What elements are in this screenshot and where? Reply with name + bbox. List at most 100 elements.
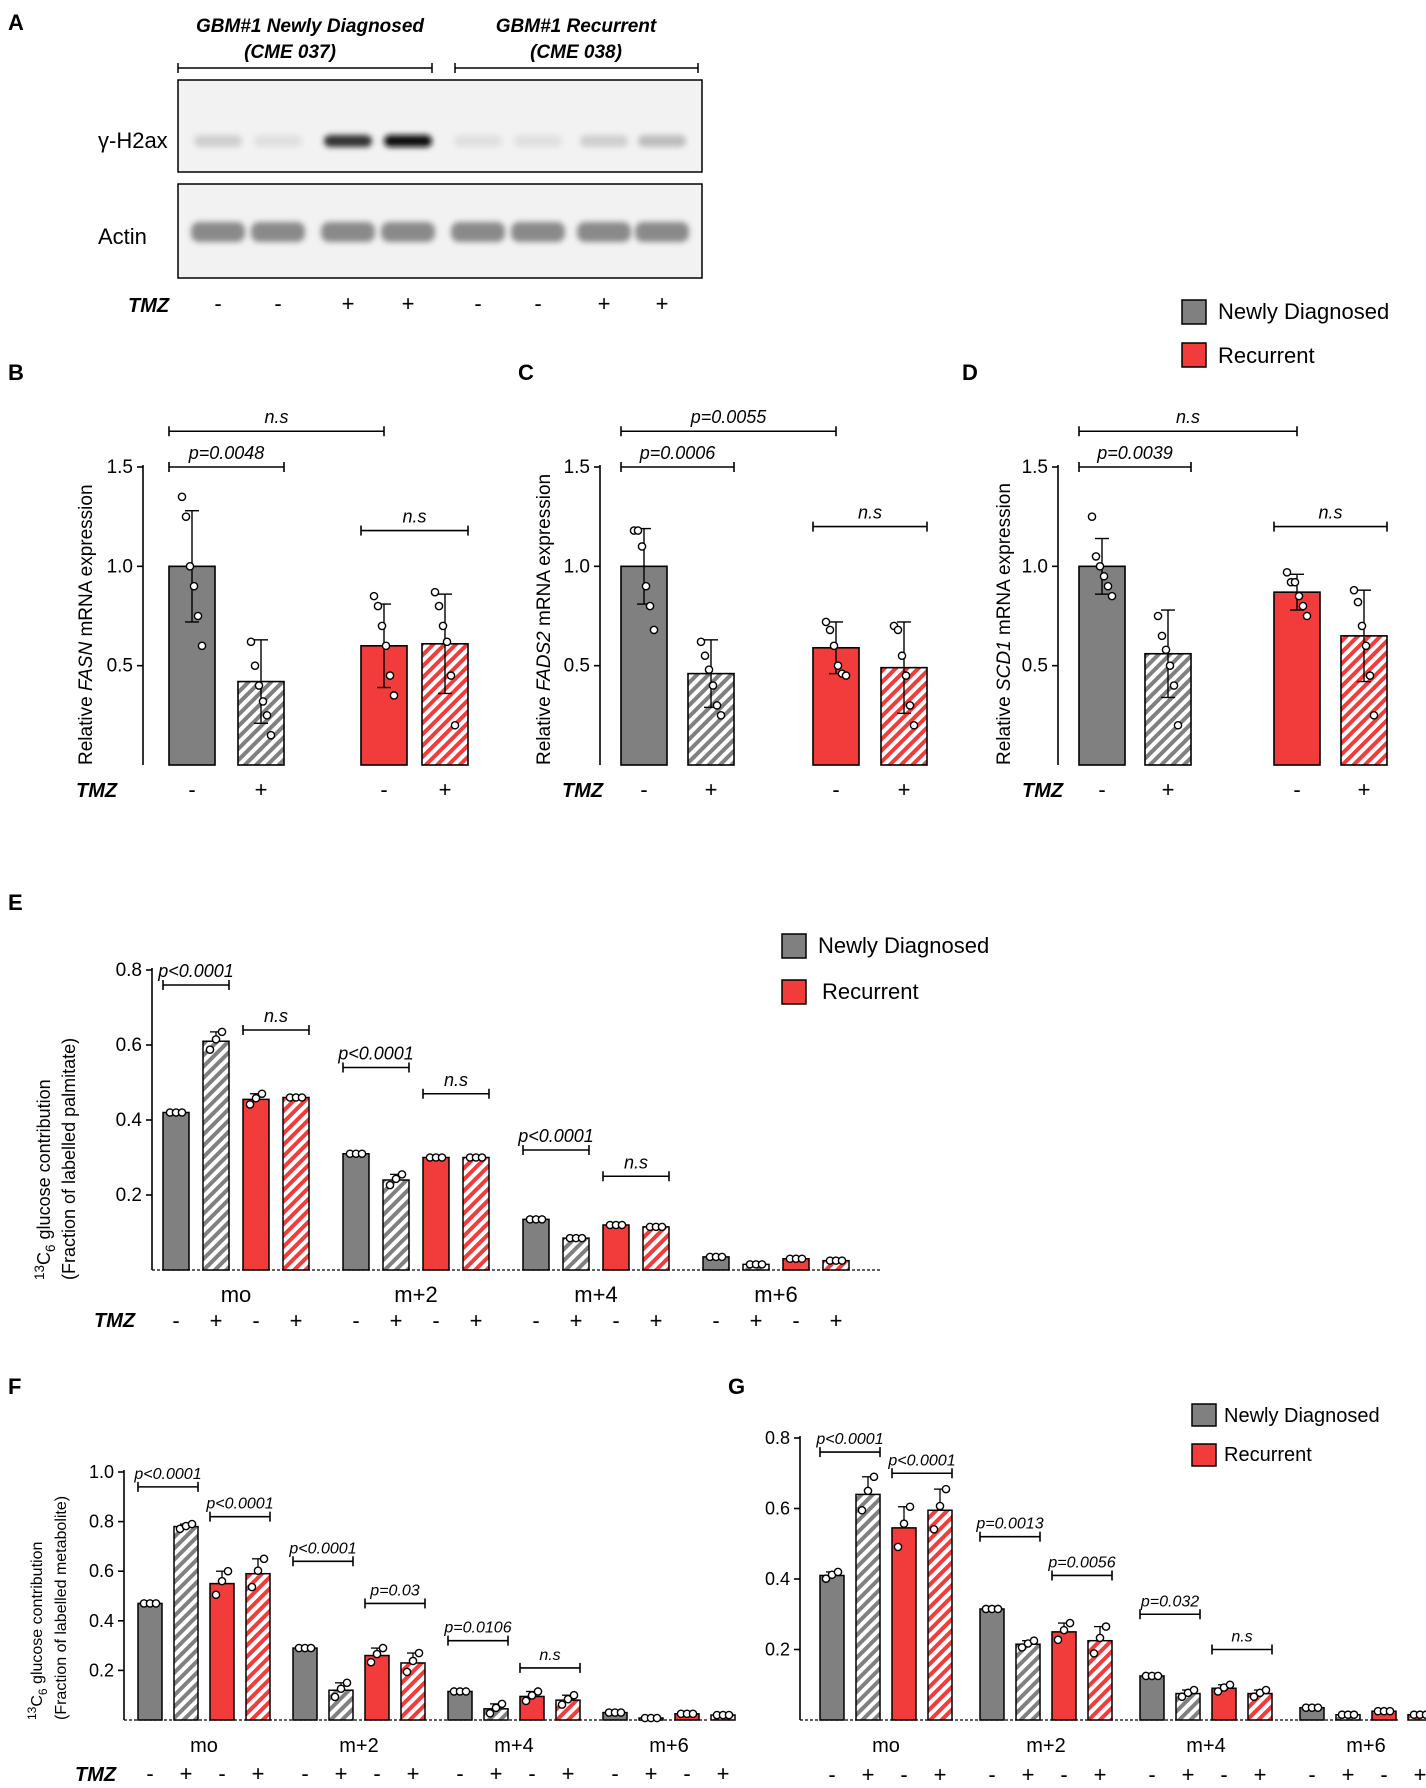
element: C	[34, 1252, 54, 1265]
legend-e-newly-label: Newly Diagnosed	[818, 933, 989, 958]
bar	[162, 1111, 190, 1271]
x-tick-label: -	[828, 1762, 835, 1787]
category-label: m+4	[1186, 1735, 1225, 1757]
data-point	[336, 1684, 346, 1694]
category-label: m+6	[1346, 1735, 1385, 1757]
data-point	[1173, 720, 1183, 730]
legend-top-recurrent-label: Recurrent	[1218, 343, 1315, 368]
data-point	[704, 665, 714, 674]
data-point	[1349, 585, 1359, 595]
data-point	[1177, 1692, 1187, 1702]
x-tick-label: -	[380, 777, 387, 802]
legend-g-recurrent-swatch	[1191, 1443, 1217, 1467]
lane-sign: +	[598, 291, 611, 316]
lane-sign: +	[402, 291, 415, 316]
x-tick-label: +	[650, 1308, 663, 1333]
y-tick-label: 0.2	[89, 1660, 114, 1680]
data-point	[1357, 621, 1367, 631]
p-value-label: p=0.0039	[1096, 443, 1173, 463]
y-tick-label: 0.6	[89, 1561, 114, 1581]
x-tick-label: -	[683, 1761, 690, 1786]
legend-g: Newly Diagnosed Recurrent	[1191, 1403, 1380, 1467]
actin-band	[635, 222, 689, 242]
data-point	[181, 512, 191, 521]
data-point	[389, 691, 399, 700]
tmz-label-b: TMZ	[76, 780, 118, 802]
x-tick-label: +	[934, 1762, 947, 1787]
data-point	[1157, 631, 1167, 641]
category-label: m+6	[649, 1735, 688, 1757]
actin-label: Actin	[98, 224, 147, 249]
x-tick-label: -	[1148, 1762, 1155, 1787]
p-value-label: p<0.0001	[517, 1126, 594, 1146]
data-point	[652, 1713, 662, 1723]
x-tick-label: -	[218, 1761, 225, 1786]
data-point	[450, 720, 460, 730]
data-point	[899, 1519, 909, 1528]
category-label: m+4	[494, 1735, 533, 1757]
x-tick-label: +	[1342, 1762, 1355, 1787]
data-point	[637, 542, 647, 551]
data-point	[385, 1180, 395, 1190]
data-point	[414, 1648, 424, 1658]
p-value-label: n.s	[1176, 407, 1200, 427]
data-point	[712, 701, 722, 710]
x-tick-label: +	[570, 1308, 583, 1333]
data-point	[245, 1100, 255, 1109]
data-point	[1282, 567, 1292, 577]
legend-g-recurrent-label: Recurrent	[1224, 1444, 1312, 1466]
p-value-label: n.s	[402, 507, 426, 527]
y-tick-label: 0.6	[765, 1499, 790, 1519]
group2-subtitle: (CME 038)	[530, 42, 622, 63]
bar	[1051, 1631, 1077, 1721]
x-tick-label: +	[645, 1761, 658, 1786]
x-tick-label: +	[180, 1761, 193, 1786]
data-point	[442, 637, 452, 647]
x-tick-label: -	[532, 1308, 539, 1333]
p-value-label: p=0.03	[369, 1582, 419, 1599]
y-tick-label: 0.5	[564, 656, 590, 677]
ylabel-b: Relative FASN mRNA expression	[76, 484, 97, 765]
data-point	[893, 625, 903, 635]
p-value-label: p=0.0013	[975, 1516, 1043, 1533]
ylabel-f-line1: 13C6 glucose contribution	[25, 1542, 50, 1720]
data-point	[1298, 601, 1308, 611]
data-point	[1313, 1703, 1323, 1712]
data-point	[366, 1657, 376, 1667]
x-tick-label: +	[407, 1761, 420, 1786]
data-point	[1161, 645, 1171, 655]
p-value-label: p=0.0106	[443, 1620, 511, 1637]
x-tick-label: +	[1414, 1762, 1426, 1787]
data-point	[757, 1260, 767, 1269]
y-tick-label: 1.0	[1022, 556, 1048, 577]
data-point	[306, 1643, 316, 1653]
x-tick-label: -	[712, 1308, 719, 1333]
bar	[819, 1574, 845, 1721]
data-point	[1361, 641, 1371, 651]
x-tick-label: +	[1022, 1762, 1035, 1787]
data-point	[821, 617, 831, 627]
data-point	[521, 1696, 531, 1706]
data-point	[461, 1687, 471, 1696]
x-tick-label: -	[612, 1308, 619, 1333]
category-label: m+2	[1026, 1735, 1065, 1757]
p-value-label: p<0.0001	[288, 1540, 356, 1557]
legend-e-newly-swatch	[781, 933, 807, 959]
data-point	[1302, 611, 1312, 621]
data-point	[1053, 1635, 1063, 1645]
bar	[927, 1509, 953, 1721]
h2ax-band	[254, 135, 302, 147]
data-point	[841, 671, 851, 680]
bar	[342, 1153, 370, 1271]
bar	[209, 1582, 235, 1721]
y-tick-label: 1.5	[107, 457, 133, 478]
panel-e: E 13C6 glucose contribution (Fraction of…	[8, 890, 880, 1333]
y-tick-label: 0.2	[116, 1185, 142, 1206]
data-point	[1225, 1680, 1235, 1690]
actin-bands	[191, 222, 689, 242]
subscript: 6	[36, 1688, 50, 1695]
p-value-label: n.s	[1318, 503, 1342, 523]
category-label: m+2	[339, 1735, 378, 1757]
actin-band	[451, 222, 505, 242]
